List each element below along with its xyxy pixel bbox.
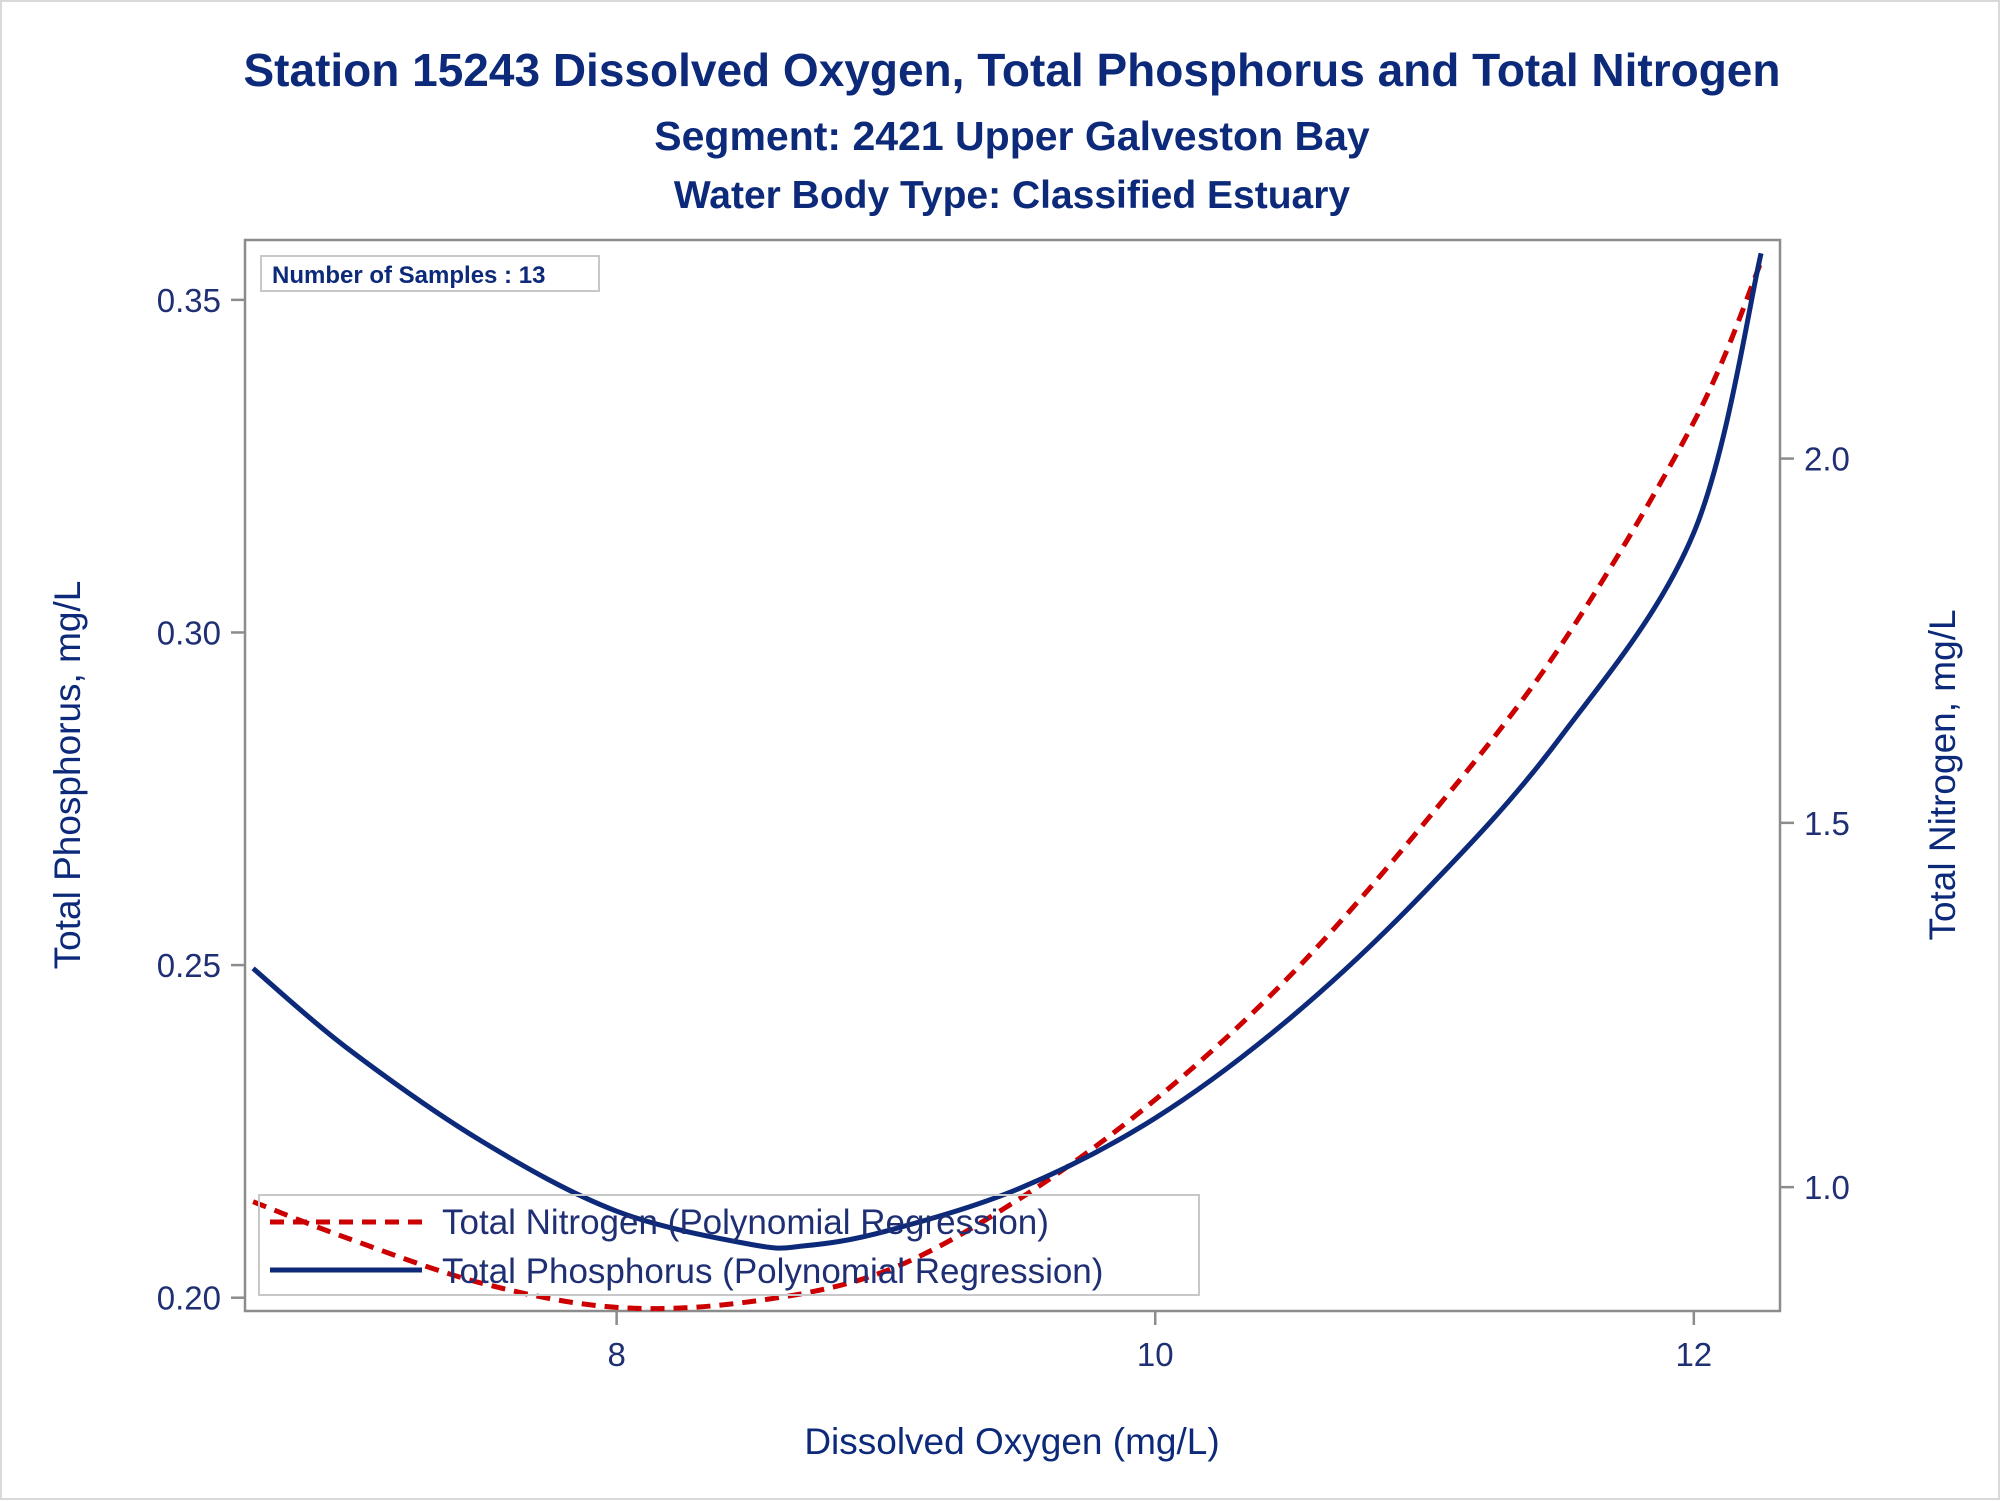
x-axis-label: Dissolved Oxygen (mg/L) xyxy=(804,1421,1219,1462)
sample-count-box xyxy=(260,255,600,292)
nitrogen-series-line xyxy=(252,260,1764,1312)
y2-tick-label: 1.0 xyxy=(1804,1169,1850,1206)
chart-subtitle-water-body: Water Body Type: Classified Estuary xyxy=(674,174,1350,217)
x-axis: 8 10 12 xyxy=(607,1311,1712,1373)
y-tick-label: 0.20 xyxy=(157,1280,221,1317)
x-tick-label: 10 xyxy=(1137,1336,1174,1373)
series-layer xyxy=(251,252,1764,1312)
y-axis-right: 1.0 1.5 2.0 xyxy=(1780,441,1850,1206)
legend-box xyxy=(258,1194,1200,1296)
chart-subtitle-segment: Segment: 2421 Upper Galveston Bay xyxy=(654,113,1370,159)
plot-area xyxy=(243,238,1782,1313)
y2-tick-label: 1.5 xyxy=(1804,805,1850,842)
legend-label-phosphorus: Total Phosphorus (Polynomial Regression) xyxy=(442,1252,1103,1291)
phosphorus-series-line xyxy=(251,252,1764,1251)
sample-count-label: Number of Samples : 13 xyxy=(272,262,545,289)
y-tick-label: 0.25 xyxy=(157,947,221,984)
x-tick-label: 8 xyxy=(607,1336,625,1373)
chart-title: Station 15243 Dissolved Oxygen, Total Ph… xyxy=(243,44,1780,96)
y-axis-label: Total Phosphorus, mg/L xyxy=(47,581,88,970)
y2-tick-label: 2.0 xyxy=(1804,441,1850,478)
y2-axis-label: Total Nitrogen, mg/L xyxy=(1922,609,1963,940)
x-tick-label: 12 xyxy=(1675,1336,1712,1373)
y-axis-left: 0.20 0.25 0.30 0.35 xyxy=(157,282,245,1317)
legend-label-nitrogen: Total Nitrogen (Polynomial Regression) xyxy=(442,1203,1049,1242)
y-tick-label: 0.30 xyxy=(157,614,221,651)
y-tick-label: 0.35 xyxy=(157,282,221,319)
